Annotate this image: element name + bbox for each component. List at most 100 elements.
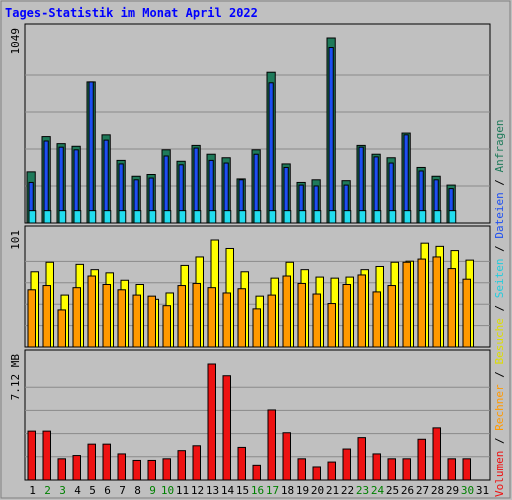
bar-volumen-30 [462,458,471,481]
legend-item-volumen: Volumen [493,451,506,497]
bar-seiten-12 [193,210,202,224]
bar-seiten-24 [373,210,382,224]
bar-volumen-25 [387,458,396,481]
x-tick-label-15: 15 [236,484,249,497]
bar-volumen-18 [282,432,291,481]
bar-seiten-29 [448,210,457,224]
x-tick-label-27: 27 [416,484,429,497]
bar-rechner-25 [387,285,396,348]
bar-volumen-22 [342,448,351,481]
x-tick-label-10: 10 [161,484,174,497]
x-tick-label-23: 23 [356,484,369,497]
bar-rechner-3 [57,309,66,348]
bar-seiten-23 [358,210,367,224]
bar-seiten-4 [73,210,82,224]
bar-seiten-9 [148,210,157,224]
x-tick-label-24: 24 [371,484,385,497]
bar-volumen-20 [312,466,321,481]
bar-seiten-18 [283,210,292,224]
bar-seiten-14 [223,210,232,224]
bar-seiten-16 [253,210,262,224]
bar-rechner-19 [297,282,306,348]
bar-volumen-12 [192,445,201,481]
bar-volumen-8 [132,459,141,481]
bar-seiten-11 [178,210,187,224]
bar-seiten-22 [343,210,352,224]
bar-seiten-19 [298,210,307,224]
legend-separator: / [493,239,506,259]
x-tick-label-3: 3 [59,484,66,497]
x-tick-label-11: 11 [176,484,189,497]
legend-item-seiten: Seiten [493,259,506,299]
legend-item-anfragen: Anfragen [493,119,506,172]
bar-seiten-25 [388,210,397,224]
legend-separator: / [493,172,506,192]
bar-rechner-16 [252,308,261,348]
bar-volumen-1 [27,430,36,481]
bar-rechner-21 [327,303,336,348]
x-tick-label-4: 4 [74,484,81,497]
bar-rechner-7 [117,289,126,348]
x-tick-label-19: 19 [296,484,309,497]
bar-seiten-7 [118,210,127,224]
legend-item-dateien: Dateien [493,192,506,238]
bar-rechner-6 [102,283,111,348]
bar-volumen-26 [402,458,411,481]
x-tick-label-29: 29 [446,484,459,497]
x-tick-label-7: 7 [119,484,126,497]
bar-volumen-16 [252,464,261,481]
bar-seiten-5 [88,210,97,224]
bar-rechner-13 [207,287,216,348]
bar-volumen-4 [72,455,81,481]
bar-volumen-11 [177,450,186,481]
bar-seiten-2 [43,210,52,224]
legend-separator: / [493,431,506,451]
bar-rechner-11 [177,285,186,348]
bar-rechner-17 [267,294,276,348]
bar-volumen-7 [117,453,126,481]
legend-separator: / [493,298,506,318]
chart-title: Tages-Statistik im Monat April 2022 [5,6,258,20]
y-max-label-visits: 101 [9,230,22,250]
x-tick-label-1: 1 [29,484,36,497]
bar-rechner-1 [27,289,36,348]
bar-seiten-13 [208,210,217,224]
bar-volumen-24 [372,453,381,481]
bar-rechner-28 [432,256,441,348]
y-max-label-volume: 7.12 MB [9,354,22,401]
bar-rechner-24 [372,291,381,348]
bar-rechner-8 [132,294,141,348]
bar-seiten-20 [313,210,322,224]
bar-rechner-26 [402,261,411,348]
bar-rechner-10 [162,305,171,348]
x-tick-label-28: 28 [431,484,444,497]
legend-separator: / [493,365,506,385]
bar-volumen-19 [297,458,306,481]
bar-rechner-20 [312,293,321,348]
bar-rechner-18 [282,275,291,348]
x-tick-label-17: 17 [266,484,279,497]
bar-rechner-9 [147,295,156,348]
x-tick-label-20: 20 [311,484,324,497]
bar-volumen-13 [207,363,216,481]
x-tick-label-30: 30 [461,484,474,497]
y-max-label-requests: 1049 [9,28,22,55]
bar-seiten-15 [238,210,247,224]
bar-seiten-8 [133,210,142,224]
bar-dateien-17 [268,82,274,224]
bar-rechner-22 [342,283,351,348]
bar-volumen-6 [102,443,111,481]
bar-rechner-12 [192,282,201,348]
x-tick-label-13: 13 [206,484,219,497]
x-tick-label-16: 16 [251,484,264,497]
bar-rechner-4 [72,287,81,348]
x-tick-label-12: 12 [191,484,204,497]
bar-rechner-29 [447,268,456,348]
x-tick-label-25: 25 [386,484,399,497]
bar-volumen-3 [57,458,66,481]
bar-volumen-15 [237,446,246,481]
x-tick-label-21: 21 [326,484,339,497]
bar-volumen-27 [417,438,426,481]
